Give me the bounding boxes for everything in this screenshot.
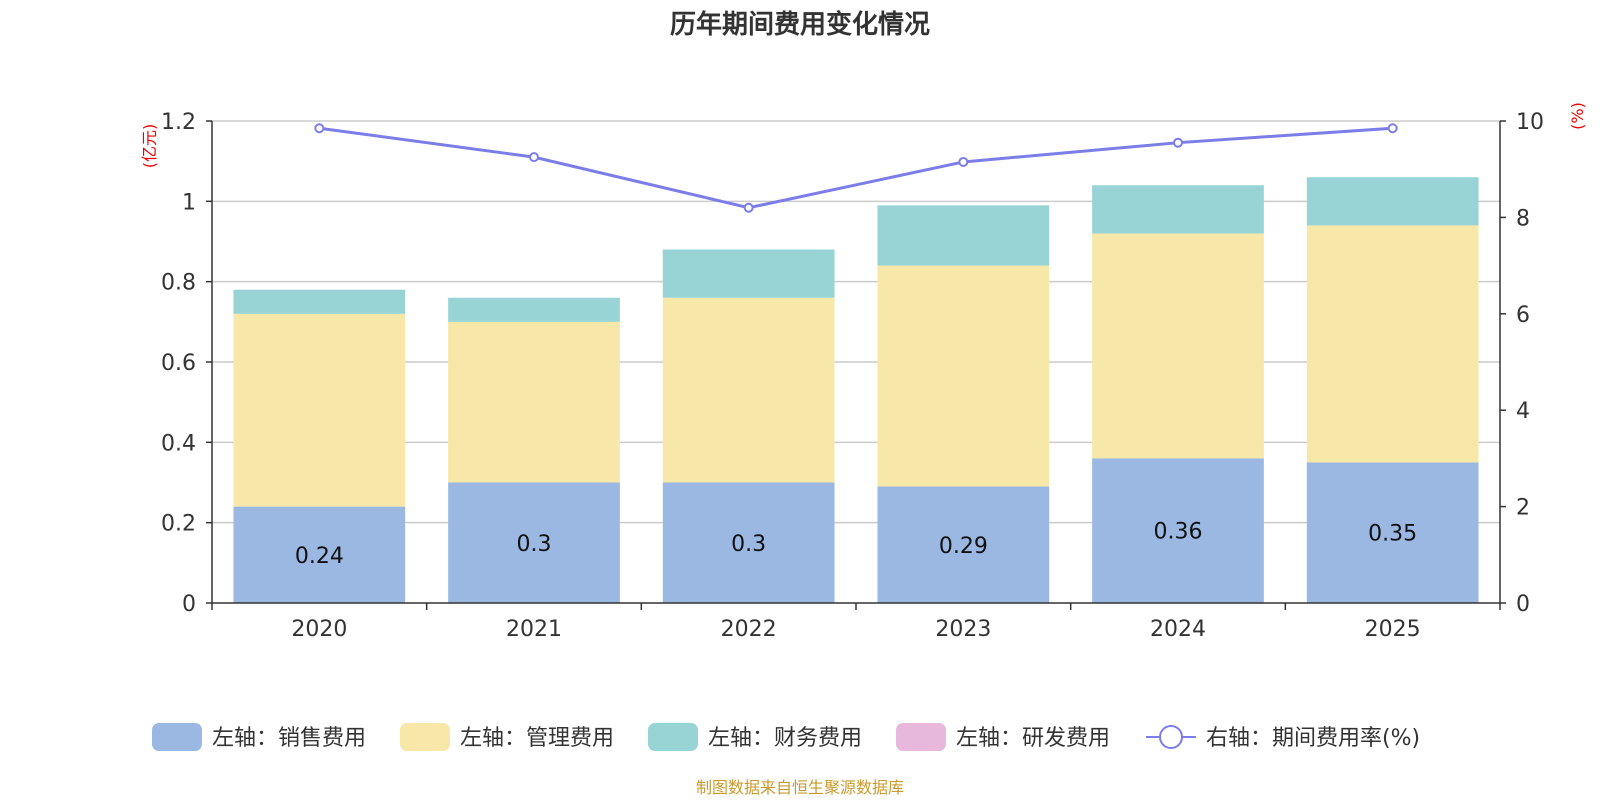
left-axis-tick-label: 0.6 bbox=[161, 351, 196, 376]
rate-point bbox=[958, 156, 969, 167]
x-axis-tick-label: 2025 bbox=[1365, 617, 1421, 642]
chart-title: 历年期间费用变化情况 bbox=[670, 9, 930, 40]
bar-2-2024 bbox=[1092, 233, 1264, 459]
bar-3-2020 bbox=[233, 289, 406, 314]
source-note: 制图数据来自恒生聚源数据库 bbox=[696, 778, 904, 797]
axes: 0 0.2 0.4 0.6 0.8 1 1.2 0 2 4 6 8 10 (亿元) (%) 2020 2021 2… bbox=[140, 102, 1587, 642]
bar-1-2022 bbox=[662, 482, 835, 603]
grid-lines bbox=[212, 120, 1500, 524]
bar-3-2021 bbox=[448, 297, 620, 322]
bars bbox=[233, 177, 1479, 603]
right-axis-tick-label: 0 bbox=[1516, 592, 1530, 617]
right-axis-tick-label: 4 bbox=[1516, 399, 1530, 424]
bar-2-2020 bbox=[233, 313, 406, 507]
legend-label: 左轴：管理费用 bbox=[460, 726, 614, 751]
left-axis-tick-label: 1.2 bbox=[161, 110, 196, 135]
bar-value-label: 0.3 bbox=[731, 532, 766, 557]
left-axis-tick-label: 0.2 bbox=[161, 512, 196, 537]
bar-value-label: 0.36 bbox=[1154, 520, 1203, 545]
rate-line-path bbox=[319, 126, 1393, 210]
legend-swatch bbox=[152, 723, 202, 751]
left-axis-tick-label: 0 bbox=[182, 592, 196, 617]
bar-1-2021 bbox=[448, 482, 620, 603]
bar-value-label: 0.29 bbox=[939, 534, 988, 559]
rate-line bbox=[314, 123, 1398, 213]
legend-swatch bbox=[648, 723, 698, 751]
right-axis-tick-label: 8 bbox=[1516, 206, 1530, 231]
bar-1-2024 bbox=[1092, 458, 1264, 603]
bar-1-2025 bbox=[1306, 462, 1479, 603]
left-axis-tick-label: 1 bbox=[182, 190, 196, 215]
legend-swatch bbox=[896, 723, 946, 751]
legend[interactable]: 左轴：销售费用 左轴：管理费用 左轴：财务费用 左轴：研发费用 右轴：期间费用率(%) bbox=[152, 723, 1420, 751]
bar-3-2025 bbox=[1306, 177, 1479, 226]
legend-label: 右轴：期间费用率(%) bbox=[1206, 726, 1420, 751]
bar-3-2024 bbox=[1092, 185, 1264, 234]
x-axis-tick-label: 2023 bbox=[935, 617, 991, 642]
legend-label: 左轴：研发费用 bbox=[956, 726, 1110, 751]
bar-2-2022 bbox=[662, 297, 835, 483]
x-axis-tick-label: 2022 bbox=[721, 617, 777, 642]
rate-point bbox=[1173, 137, 1183, 148]
right-axis-tick-label: 10 bbox=[1516, 110, 1544, 135]
rate-point bbox=[1387, 123, 1398, 134]
left-axis-unit: (亿元) bbox=[140, 124, 159, 169]
data-labels: 0.24 0.3 0.3 0.29 0.36 0.35 bbox=[295, 520, 1417, 569]
right-axis-unit: (%) bbox=[1568, 102, 1587, 130]
bar-2-2023 bbox=[877, 265, 1050, 487]
legend-label: 左轴：销售费用 bbox=[212, 726, 366, 751]
right-axis-tick-label: 6 bbox=[1516, 303, 1530, 328]
legend-label: 左轴：财务费用 bbox=[708, 726, 862, 751]
bar-3-2022 bbox=[662, 249, 835, 298]
bar-value-label: 0.3 bbox=[517, 532, 552, 557]
bar-3-2023 bbox=[877, 205, 1050, 266]
bar-2-2021 bbox=[448, 321, 620, 483]
left-axis-tick-label: 0.4 bbox=[161, 431, 196, 456]
left-axis-tick-label: 0.8 bbox=[161, 271, 196, 296]
bar-2-2025 bbox=[1306, 225, 1479, 463]
bar-1-2020 bbox=[233, 506, 406, 603]
rate-point bbox=[314, 123, 325, 134]
x-axis-tick-label: 2024 bbox=[1150, 617, 1206, 642]
x-axis-tick-label: 2021 bbox=[506, 617, 562, 642]
bar-1-2023 bbox=[877, 486, 1050, 603]
legend-swatch bbox=[400, 723, 450, 751]
legend-swatch-marker bbox=[1159, 725, 1183, 749]
x-axis-tick-label: 2020 bbox=[291, 617, 347, 642]
rate-point bbox=[529, 152, 539, 163]
rate-point bbox=[743, 202, 754, 213]
bar-value-label: 0.35 bbox=[1368, 522, 1417, 547]
right-axis-tick-label: 2 bbox=[1516, 496, 1530, 521]
bar-value-label: 0.24 bbox=[295, 544, 344, 569]
